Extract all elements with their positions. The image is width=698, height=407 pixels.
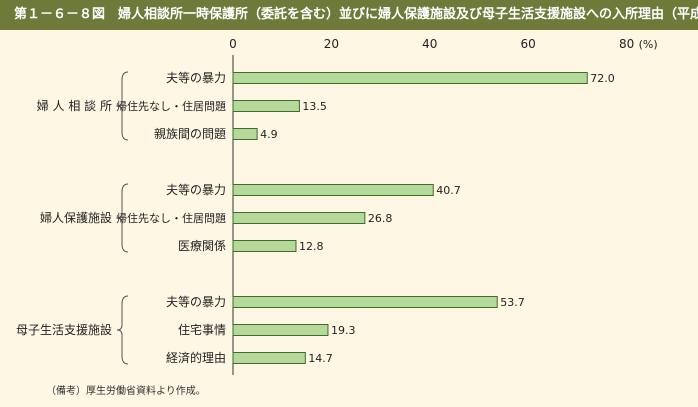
x-tick-label: 0 [229,37,237,51]
category-label: 住宅事情 [178,322,226,337]
data-label: 53.7 [500,296,524,309]
bar [232,100,300,112]
group-label: 婦 人 相 談 所 [37,98,112,113]
bar [232,72,588,84]
bar [232,324,329,336]
data-label: 19.3 [331,324,356,337]
chart-title: 第１－６－８図 婦人相談所一時保護所（委託を含む）並びに婦人保護施設及び母子生活… [0,0,698,30]
x-tick-label: 20 [324,37,339,51]
source-note: （備考）厚生労働省資料より作成。 [46,386,206,397]
category-label: 夫等の暴力 [166,295,226,309]
bar [232,352,306,364]
category-label: 医療関係 [178,239,226,253]
bar [232,240,297,252]
bar [232,184,434,196]
data-label: 12.8 [299,240,324,253]
x-unit-label: (%) [639,38,658,51]
bar [232,128,258,140]
category-label: 帰住先なし・住居問題 [116,211,226,225]
data-label: 14.7 [308,352,333,365]
x-tick-label: 60 [521,37,536,51]
data-label: 26.8 [368,212,393,225]
data-label: 4.9 [260,128,278,141]
x-tick-label: 40 [422,37,437,51]
category-label: 夫等の暴力 [166,183,226,197]
group-brace [116,295,129,365]
x-tick-label: 80 [619,37,634,51]
category-label: 親族間の問題 [154,127,226,141]
group-brace [116,183,129,253]
bar [232,296,498,308]
group-label: 婦人保護施設 [40,210,112,225]
category-label: 帰住先なし・住居問題 [116,99,226,113]
data-label: 13.5 [302,100,327,113]
group-brace [116,71,129,141]
category-label: 経済的理由 [166,350,226,365]
bar [232,212,366,224]
data-label: 40.7 [436,184,461,197]
category-label: 夫等の暴力 [166,71,226,85]
group-label: 母子生活支援施設 [16,322,112,337]
data-label: 72.0 [590,72,615,85]
